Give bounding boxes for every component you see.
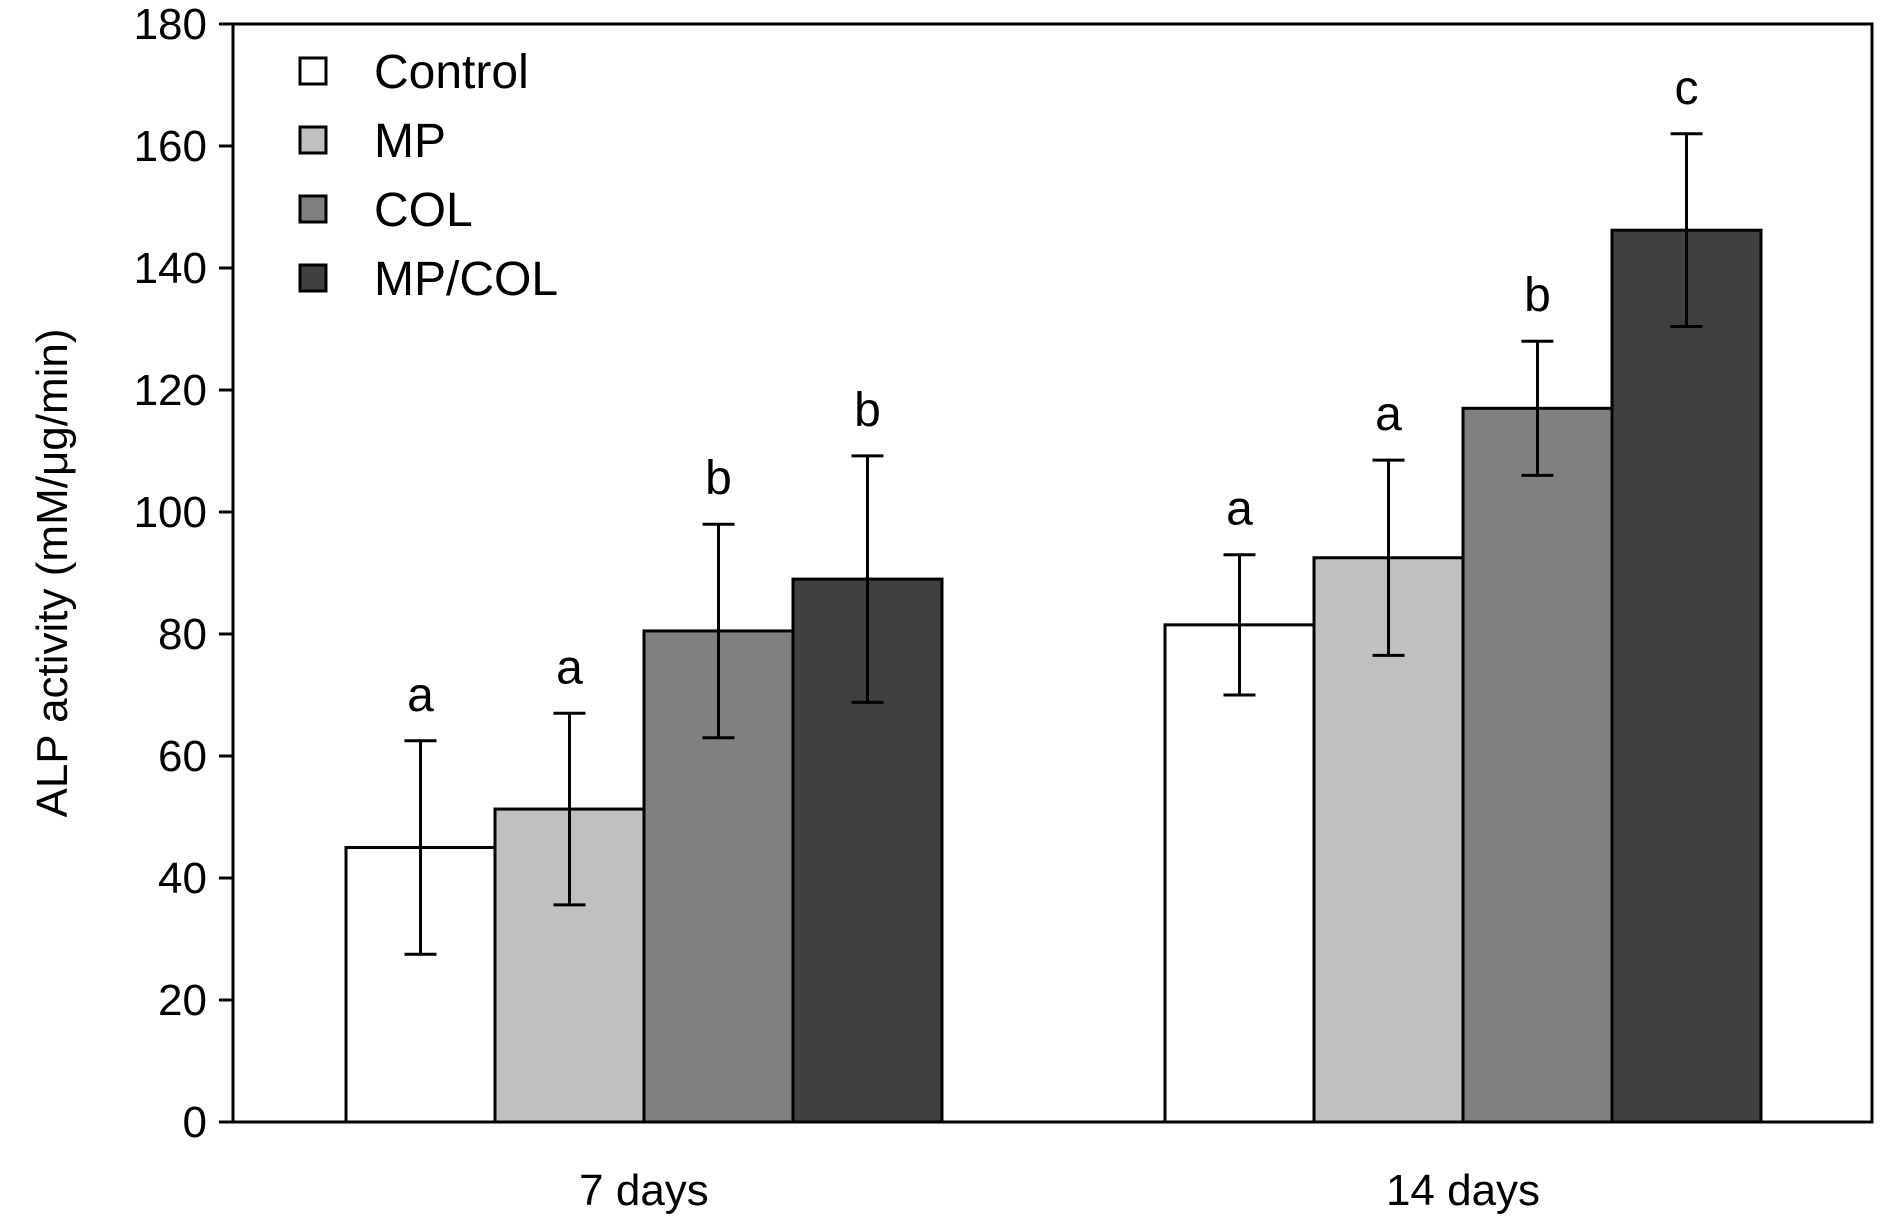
error-bar-col-1: [1521, 339, 1554, 477]
legend-label: MP: [374, 115, 446, 168]
y-tick-label-40: 40: [158, 854, 207, 903]
legend-swatch: [298, 125, 328, 155]
error-bar-mp-col-0: [851, 454, 884, 704]
y-tick-label-0: 0: [183, 1098, 207, 1147]
y-axis-label: ALP activity (mM/μg/min): [28, 328, 77, 817]
significance-label-mp-1: a: [1375, 388, 1402, 441]
significance-label-control-0: a: [407, 669, 434, 722]
y-tick-label-20: 20: [158, 976, 207, 1025]
bar-mp-col-14-days: [1610, 228, 1763, 1124]
y-tick-label-100: 100: [134, 488, 207, 537]
error-bar-control-0: [404, 739, 437, 956]
y-tick-label-160: 160: [134, 122, 207, 171]
y-tick-label-180: 180: [134, 0, 207, 49]
significance-labels: a a b b a a b c: [407, 62, 1698, 722]
plot-frame: [231, 22, 1874, 1124]
y-tick-label-140: 140: [134, 244, 207, 293]
significance-label-col-1: b: [1524, 269, 1551, 322]
error-bars: [404, 132, 1703, 956]
x-category-label-1: 14 days: [1386, 1166, 1540, 1215]
legend-swatch: [298, 56, 328, 86]
significance-label-mp-col-1: c: [1675, 62, 1699, 115]
y-tick-label-80: 80: [158, 610, 207, 659]
legend-item-control: Control: [298, 46, 529, 99]
error-bar-col-0: [702, 522, 735, 740]
bar-col-14-days: [1461, 406, 1614, 1124]
significance-label-control-1: a: [1226, 483, 1253, 536]
legend-item-mp: MP: [298, 115, 446, 168]
legend-label: MP/COL: [374, 253, 558, 306]
significance-label-mp-col-0: b: [854, 384, 881, 437]
legend-item-mp-col: MP/COL: [298, 253, 558, 306]
legend-label: Control: [374, 46, 529, 99]
legend-label: COL: [374, 184, 473, 237]
legend-swatch: [298, 194, 328, 224]
x-category-label-0: 7 days: [579, 1166, 709, 1215]
significance-label-mp-0: a: [556, 641, 583, 694]
legend: Control MP COL MP/COL: [298, 46, 558, 306]
error-bar-mp-1: [1372, 458, 1405, 657]
bar-control-14-days: [1163, 623, 1316, 1124]
x-axis: 7 days 14 days: [579, 1166, 1540, 1215]
y-tick-label-60: 60: [158, 732, 207, 781]
error-bar-mp-0: [553, 711, 586, 907]
error-bar-control-1: [1223, 553, 1256, 697]
y-axis: 0 20 40 60 80 100 120 140 160 180: [134, 0, 233, 1147]
legend-item-col: COL: [298, 184, 473, 237]
legend-swatch: [298, 263, 328, 293]
y-tick-label-120: 120: [134, 366, 207, 415]
significance-label-col-0: b: [705, 452, 732, 505]
error-bar-mp-col-1: [1670, 132, 1703, 329]
